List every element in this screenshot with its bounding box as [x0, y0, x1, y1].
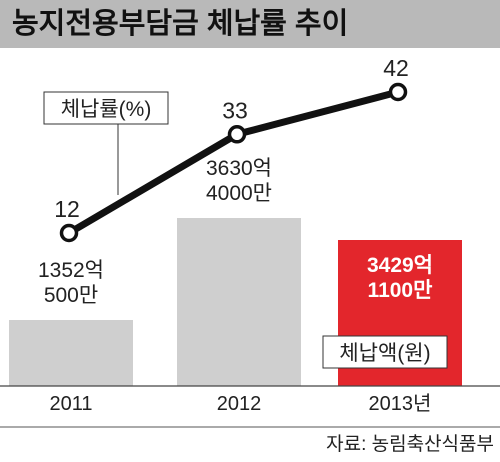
line-point: [59, 223, 79, 243]
x-tick-label: 2012: [217, 393, 262, 415]
bar-value-label: 1352억: [38, 259, 104, 282]
x-tick-label: 2011: [49, 393, 92, 415]
bar-value-label: 3429억: [367, 254, 433, 277]
chart-title: 농지전용부담금 체납률 추이: [12, 7, 348, 40]
line-point: [227, 125, 247, 144]
line-point: [388, 82, 408, 102]
line-value-label: 42: [383, 55, 409, 81]
bar-legend-box: [322, 335, 448, 369]
line-legend-label: 체납률(%): [61, 98, 152, 121]
bar-value-label: 3630억: [206, 157, 272, 180]
bar-2012: [177, 218, 301, 386]
bar-2011: [9, 320, 133, 386]
x-tick-label: 2013년: [369, 392, 432, 415]
bar-legend-label: 체납액(원): [339, 342, 430, 365]
line-value-label: 12: [54, 196, 80, 222]
line-series-group: 12 33 42: [54, 55, 409, 243]
bar-value-label: 4000만: [206, 182, 272, 205]
x-tick-labels: 2011 2012 2013년: [49, 392, 431, 415]
source-note: 자료: 농림축산식품부: [326, 433, 494, 455]
title-banner: [0, 0, 500, 48]
bar-value-label: 500만: [44, 284, 98, 307]
bar-value-label: 1100만: [368, 279, 433, 302]
line-value-label: 33: [222, 97, 248, 123]
line-legend-box: [43, 91, 169, 125]
